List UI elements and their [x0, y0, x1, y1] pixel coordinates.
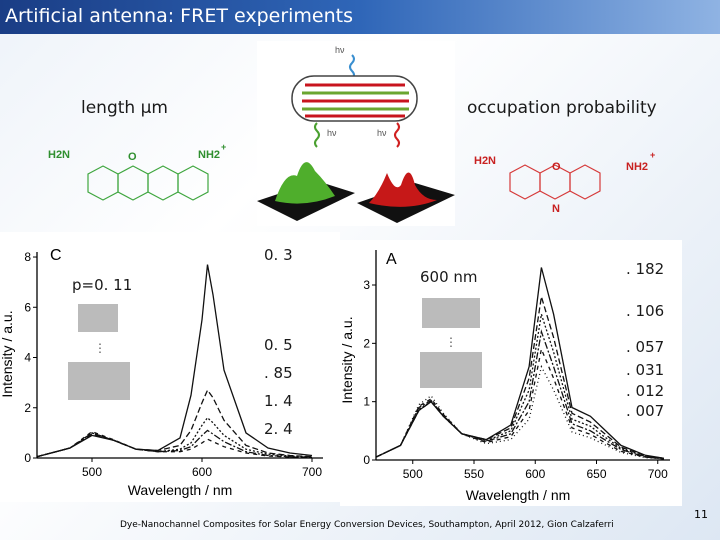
panel_c-series-3: [36, 429, 313, 458]
panel_a-xtick-1: 550: [464, 467, 484, 481]
panel_a-xtick-4: 700: [648, 467, 668, 481]
right-nh2: NH2: [626, 161, 648, 173]
panel-a-chart: 500 550 600 650 700 0 1 2 3 A Wavelength / nm In…: [340, 240, 682, 506]
left-plus: +: [221, 142, 226, 152]
right-n: N: [552, 203, 560, 215]
left-molecule-structure: H2N O NH2 +: [48, 142, 238, 210]
title-bar: Artificial antenna: FRET experiments: [0, 0, 720, 34]
panel_a-ytick-3: 3: [363, 278, 370, 292]
panel-c-annotation-3: 1. 4: [264, 392, 293, 410]
length-label: length μm: [81, 98, 168, 118]
panel-a-annotation-3: . 031: [626, 361, 665, 379]
panel_a-xtick-0: 500: [403, 467, 423, 481]
p-value-label: p=0. 11: [72, 276, 133, 294]
panel-c-annotation-0: 0. 3: [264, 246, 293, 264]
left-nh2: NH2: [198, 149, 220, 161]
panel-a-annotation-2: . 057: [626, 338, 665, 356]
panel_a-ytick-2: 2: [363, 336, 370, 350]
right-h2n: H2N: [474, 155, 496, 167]
panel_c-ytick-0: 0: [24, 451, 31, 465]
panel-c-chart: 500 600 700 0 2 4 6 8 C Wavelength / nm Intensi…: [0, 232, 340, 502]
panel_a-xtick-3: 650: [586, 467, 606, 481]
panel_a-ytick-0: 0: [363, 453, 370, 467]
panel-a-annotation-1: . 106: [626, 302, 665, 320]
panel-a-xlabel: Wavelength / nm: [466, 487, 571, 503]
panel-a-inset-channels: ⋮: [420, 298, 482, 388]
svg-text:⋮: ⋮: [445, 335, 457, 349]
footer-citation: Dye-Nanochannel Composites for Solar Ene…: [120, 520, 614, 530]
panel_c-xtick-1: 600: [192, 465, 212, 479]
hv-right-label: hν: [377, 128, 387, 138]
panel-a-letter: A: [386, 251, 397, 268]
hv-top-label: hν: [335, 45, 345, 55]
channel-illustration: hν hν hν: [257, 41, 455, 226]
panel-a-annotation-5: . 007: [626, 402, 665, 420]
occupation-label: occupation probability: [467, 98, 657, 118]
panel-c-annotation-1: 0. 5: [264, 336, 293, 354]
panel-c-letter: C: [50, 247, 62, 264]
panel-c-inset-channels: ⋮: [68, 304, 130, 400]
panel-a-ylabel: Intensity / a.u.: [340, 316, 355, 403]
panel_c-series-2: [36, 416, 313, 458]
left-o: O: [128, 151, 137, 163]
panel_c-xtick-2: 700: [302, 465, 322, 479]
panel_a-series-5: [375, 364, 664, 460]
panel_c-series-0: [36, 264, 313, 458]
panel_c-ytick-1: 2: [24, 401, 31, 415]
slide-title: Artificial antenna: FRET experiments: [5, 5, 353, 27]
panel_a-series-3: [375, 329, 664, 460]
panel_c-ytick-3: 6: [24, 300, 31, 314]
panel_a-xtick-2: 600: [525, 467, 545, 481]
panel_a-series-2: [375, 314, 664, 460]
panel-c-xlabel: Wavelength / nm: [128, 482, 233, 498]
panel_c-xtick-0: 500: [82, 465, 102, 479]
panel-a-annotation-0: . 182: [626, 260, 665, 278]
panel_c-ytick-2: 4: [24, 351, 31, 365]
panel-c-annotation-2: . 85: [264, 364, 293, 382]
page-number: 11: [694, 508, 708, 521]
nm600-label: 600 nm: [420, 268, 478, 286]
panel_c-series-4: [36, 430, 313, 459]
panel-c-ylabel: Intensity / a.u.: [0, 310, 15, 397]
panel_a-ytick-1: 1: [363, 395, 370, 409]
panel-c-annotation-4: 2. 4: [264, 420, 293, 438]
panel_c-ytick-4: 8: [24, 250, 31, 264]
right-o: O: [552, 161, 561, 173]
panel_c-series-1: [36, 388, 313, 458]
left-h2n: H2N: [48, 149, 70, 161]
right-plus: +: [650, 150, 655, 160]
hv-left-label: hν: [327, 128, 337, 138]
svg-text:⋮: ⋮: [94, 341, 106, 355]
panel-a-annotation-4: . 012: [626, 382, 665, 400]
right-molecule-structure: H2N O NH2 + N: [470, 148, 660, 216]
panel_a-series-4: [375, 346, 664, 460]
